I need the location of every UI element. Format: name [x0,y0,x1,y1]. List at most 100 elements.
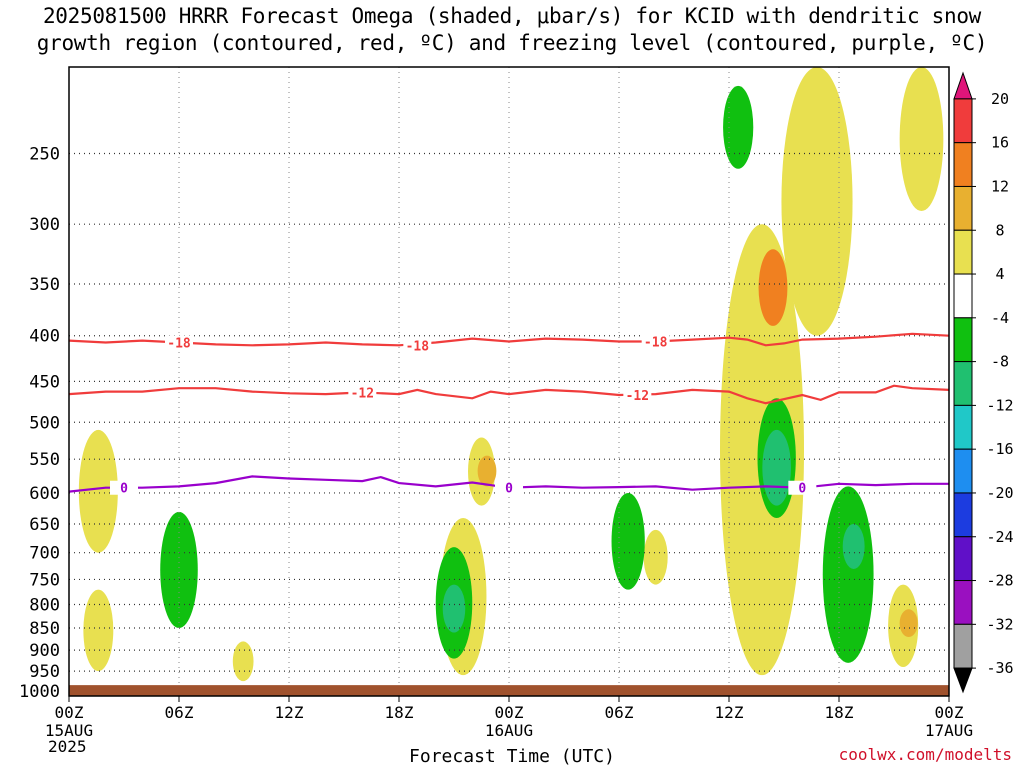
colorbar-bin [953,492,973,538]
contour-label: 0 [798,482,806,497]
colorbar-bin [953,185,973,231]
colorbar-bin [953,317,973,363]
colorbar-label: -16 [986,440,1013,458]
contour-label: -18 [644,336,668,351]
y-tick-label-350: 350 [29,275,60,295]
contour-label: -18 [167,336,191,351]
contour-label-bg [495,480,523,495]
colorbar-bin [953,98,973,144]
colorbar-label: -32 [986,615,1013,633]
y-tick-label-300: 300 [29,215,60,235]
credit-text: coolwx.com/modelts [838,745,1012,764]
contour-label-bg [623,387,652,402]
x-tick-sublabel: 16AUG [485,721,533,740]
y-tick-label-850: 850 [29,619,60,639]
y-tick-label-550: 550 [29,450,60,470]
omega-region-11 [723,85,754,169]
colorbar-label: 16 [991,134,1009,152]
colorbar-bin [953,536,973,582]
colorbar-bin [953,361,973,406]
x-tick-label: 12Z [715,703,744,722]
x-tick-label: 12Z [275,703,304,722]
colorbar-bottom-arrow [953,667,973,694]
y-tick-label-1000: 1000 [19,682,60,702]
contour-label: 0 [120,482,128,497]
x-tick-label: 00Z [935,703,964,722]
y-tick-label-600: 600 [29,484,60,504]
x-tick-sublabel: 17AUG [925,721,973,740]
contour-label-bg [348,385,377,400]
contour-label-bg [788,480,817,495]
omega-region-0 [78,429,118,553]
chart-title-line2: growth region (contoured, red, ºC) and f… [36,31,988,55]
y-axis: 2503003504004505005506006507007508008509… [19,145,60,702]
colorbar-bin [953,273,973,319]
omega-region-13 [758,249,788,326]
omega-region-20 [899,609,918,637]
contour-label: -12 [351,386,374,401]
colorbar-label: -28 [986,572,1013,590]
x-tick-sublabel: 15AUG [45,721,93,740]
y-tick-label-950: 950 [29,662,60,682]
contour-minus18 [68,332,950,347]
y-tick-label-700: 700 [29,544,60,564]
x-tick-label: 18Z [385,703,414,722]
colorbar-label: -12 [986,396,1013,414]
x-tick-label: 18Z [825,703,854,722]
colorbar-bin [953,623,973,669]
contour-label-bg [165,335,193,350]
omega-region-9 [643,529,668,585]
contour-label: -12 [626,389,649,404]
colorbar-bin [953,229,973,275]
omega-region-1 [83,589,114,672]
y-tick-label-500: 500 [29,413,60,433]
colorbar-bin [953,448,973,494]
y-tick-label-400: 400 [29,327,60,347]
omega-region-15 [762,429,791,506]
omega-region-16 [781,67,853,336]
omega-shading-layer [78,66,944,682]
contour-label-bg [641,334,670,349]
omega-region-3 [160,511,198,628]
chart-title-line1: 2025081500 HRRR Forecast Omega (shaded, … [42,4,982,28]
x-tick-label: 00Z [55,703,84,722]
contour-layer: -18 -18 -18 -12 -12 0 0 0 [68,332,950,497]
x-tick-label: 06Z [165,703,194,722]
y-tick-label-650: 650 [29,515,60,535]
ground-surface [69,685,949,696]
y-tick-label-900: 900 [29,641,60,661]
omega-region-21 [899,66,944,212]
contour-label: 0 [505,482,513,497]
contour-minus12 [68,384,950,405]
colorbar-label: 8 [995,221,1004,239]
y-tick-label-450: 450 [29,372,60,392]
colorbar-label: 4 [995,265,1004,283]
y-tick-label-750: 750 [29,570,60,590]
start-date-year: 2025 [48,737,87,756]
colorbar-bin [953,404,973,450]
colorbar-label: 20 [991,90,1009,108]
contour-label: -18 [406,339,430,354]
contour-label-bg [403,338,432,353]
omega-region-17 [822,486,874,663]
omega-region-8 [442,584,466,633]
omega-region-10 [611,492,645,590]
x-axis-title: Forecast Time (UTC) [409,746,615,767]
colorbar-label: -24 [986,528,1013,546]
colorbar-label: -4 [991,309,1009,327]
x-tick-label: 00Z [495,703,524,722]
colorbar-bin [953,142,973,187]
omega-region-5 [477,455,497,487]
y-tick-label-800: 800 [29,595,60,615]
colorbar-label: -8 [991,353,1009,371]
x-tick-label: 06Z [605,703,634,722]
colorbar-label: -36 [986,659,1013,677]
y-tick-label-250: 250 [29,145,60,165]
omega-region-2 [232,641,254,682]
omega-region-18 [842,523,865,569]
colorbar-bin [953,580,973,625]
colorbar-label: -20 [986,484,1013,502]
colorbar: 20 16 12 8 4 -4 -8 -12 -16 -20 -24 -28 -32 -36 [953,71,1014,694]
